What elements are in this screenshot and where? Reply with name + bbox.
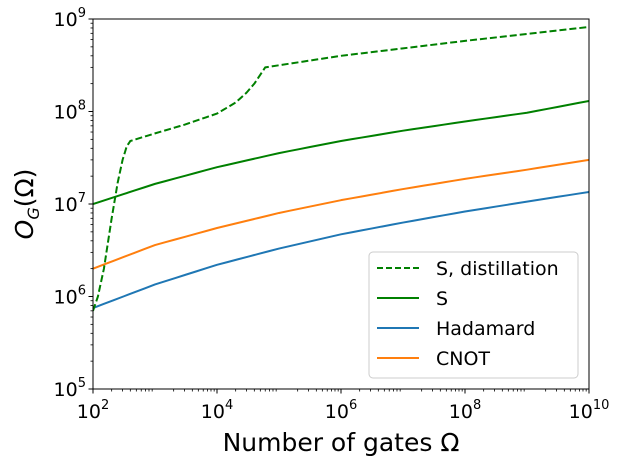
x-tick-label-base: 10 (77, 401, 101, 423)
y-tick-label-exp: 8 (78, 99, 86, 114)
y-tick-label-exp: 5 (78, 376, 86, 391)
x-tick-label: 108 (449, 398, 481, 423)
y-tick-label-base: 10 (54, 102, 78, 124)
x-tick-label-exp: 6 (349, 398, 357, 413)
x-tick-label: 104 (201, 398, 233, 423)
x-tick-label-exp: 2 (101, 398, 109, 413)
series-line-hadamard (93, 190, 589, 309)
series-line-s-distillation (93, 25, 589, 312)
y-tick-label-base: 10 (54, 9, 78, 31)
y-axis-title-main: O (10, 220, 39, 240)
x-tick-label-base: 10 (569, 401, 593, 423)
y-tick-label: 106 (54, 284, 86, 309)
series-line-cnot (93, 158, 589, 270)
y-tick-label-exp: 6 (78, 284, 86, 299)
y-axis-title: OG(Ω) (10, 169, 43, 240)
y-tick-label-exp: 9 (78, 6, 86, 21)
major-ticks (88, 18, 590, 394)
y-tick-label: 107 (54, 191, 86, 216)
y-tick-label-base: 10 (54, 379, 78, 401)
legend-label-s-distillation: S, distillation (436, 258, 559, 280)
y-tick-label: 108 (54, 99, 86, 124)
legend-label-cnot: CNOT (436, 348, 490, 370)
x-tick-label-exp: 4 (225, 398, 233, 413)
legend-box (368, 251, 579, 379)
y-axis-title-arg: (Ω) (10, 169, 39, 208)
y-tick-label: 105 (54, 376, 86, 401)
x-tick-label: 1010 (569, 398, 610, 423)
x-tick-label: 106 (325, 398, 357, 423)
x-axis-title: Number of gates Ω (223, 428, 460, 457)
y-tick-label-base: 10 (54, 287, 78, 309)
legend-label-hadamard: Hadamard (436, 318, 535, 340)
legend: S, distillation S Hadamard CNOT (368, 251, 579, 379)
y-axis-title-sub: G (24, 207, 43, 219)
y-tick-label: 109 (54, 6, 86, 31)
x-tick-label-base: 10 (325, 401, 349, 423)
x-tick-label-base: 10 (201, 401, 225, 423)
x-tick-label: 102 (77, 398, 109, 423)
y-tick-label-exp: 7 (78, 191, 86, 206)
series-line-s (93, 99, 589, 205)
legend-label-s: S (436, 288, 448, 310)
series-layer (93, 25, 589, 312)
plot-frame (92, 18, 590, 390)
x-tick-label-base: 10 (449, 401, 473, 423)
y-tick-label-base: 10 (54, 194, 78, 216)
x-tick-label-exp: 10 (593, 398, 610, 413)
x-tick-label-exp: 8 (473, 398, 481, 413)
